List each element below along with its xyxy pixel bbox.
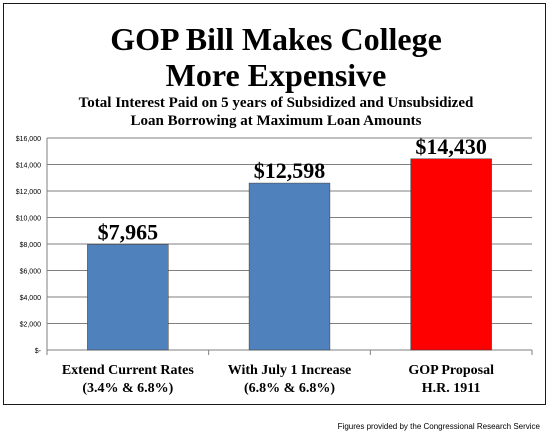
y-tick-label: $8,000 bbox=[20, 242, 42, 249]
bar bbox=[410, 158, 492, 351]
y-tick-label: $4,000 bbox=[20, 295, 42, 302]
x-category-label: With July 1 Increase bbox=[228, 363, 352, 378]
x-category-sublabel: (6.8% & 6.8%) bbox=[244, 381, 335, 396]
chart-subtitle-line-2: Loan Borrowing at Maximum Loan Amounts bbox=[130, 113, 422, 129]
y-tick-label: $6,000 bbox=[20, 269, 42, 276]
y-tick-label: $2,000 bbox=[20, 322, 42, 329]
bar-chart: $- $2,000 $4,000 $6,000 $8,000 $10,000 $12,000… bbox=[16, 134, 533, 396]
x-category-sublabel: (3.4% & 6.8%) bbox=[82, 381, 173, 396]
x-category-label: GOP Proposal bbox=[408, 363, 494, 378]
chart-title-line-2: More Expensive bbox=[165, 57, 387, 93]
y-tick-label: $- bbox=[35, 348, 42, 355]
bar bbox=[248, 182, 331, 351]
x-category-sublabel: H.R. 1911 bbox=[422, 381, 481, 396]
source-footnote: Figures provided by the Congressional Re… bbox=[337, 422, 540, 431]
y-tick-label: $16,000 bbox=[16, 136, 41, 143]
y-tick-label: $12,000 bbox=[16, 189, 41, 196]
chart-subtitle-line-1: Total Interest Paid on 5 years of Subsid… bbox=[78, 95, 474, 111]
data-label: $14,430 bbox=[415, 134, 487, 159]
bar bbox=[87, 244, 169, 351]
y-tick-label: $10,000 bbox=[16, 216, 41, 223]
chart-title-line-1: GOP Bill Makes College bbox=[110, 21, 442, 57]
data-label: $12,598 bbox=[254, 158, 326, 183]
y-tick-label: $14,000 bbox=[16, 163, 41, 170]
data-label: $7,965 bbox=[98, 219, 159, 244]
x-category-label: Extend Current Rates bbox=[62, 363, 195, 378]
